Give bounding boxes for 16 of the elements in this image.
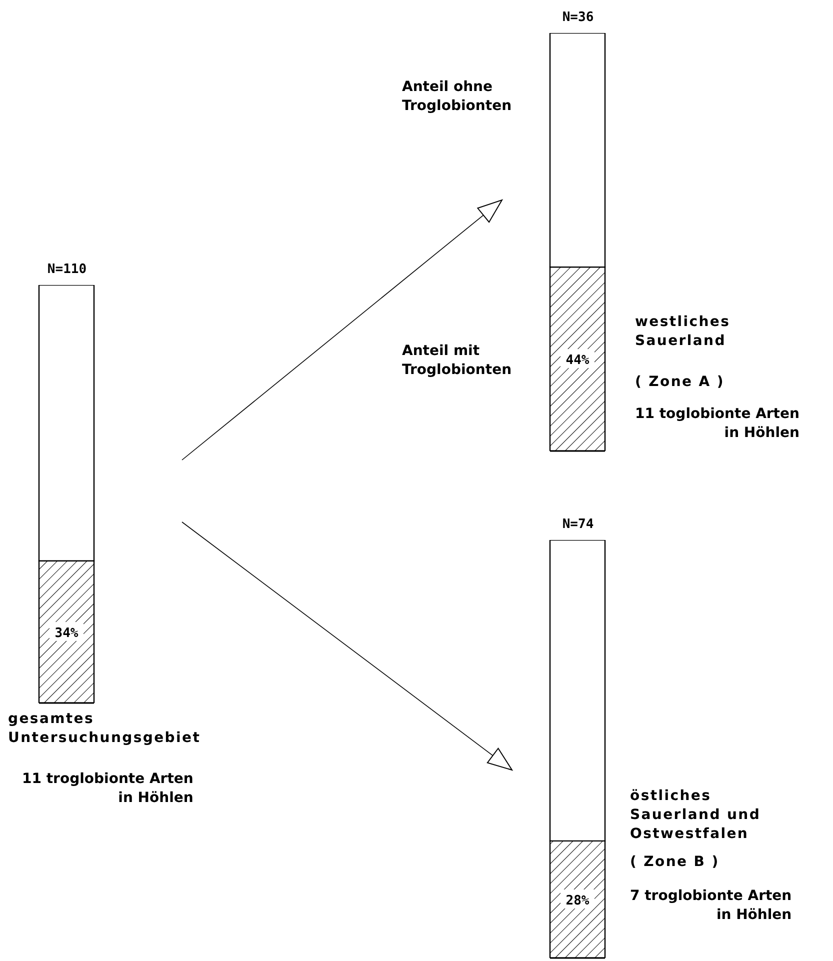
data-label: 28% (566, 893, 590, 908)
chart-title: N=36 (561, 10, 595, 27)
text: westliches Sauerland (635, 313, 730, 351)
text: gesamtes Untersuchungsgebiet (8, 710, 201, 748)
text: Anteil mit Troglobionten (402, 342, 512, 380)
text: Anteil ohne Troglobionten (402, 78, 512, 116)
data-label: 44% (566, 353, 590, 368)
text: ( Zone B ) (630, 853, 720, 872)
text: östliches Sauerland und Ostwestfalen (630, 787, 761, 844)
text: ( Zone A ) (635, 373, 724, 392)
text: 11 toglobionte Arten in Höhlen (635, 405, 800, 443)
text: 7 troglobionte Arten in Höhlen (630, 887, 792, 925)
data-label: 34% (54, 626, 78, 641)
chart-title: N=74 (561, 517, 595, 534)
text: 11 troglobionte Arten in Höhlen (22, 770, 194, 808)
chart-title: N=110 (46, 262, 88, 279)
